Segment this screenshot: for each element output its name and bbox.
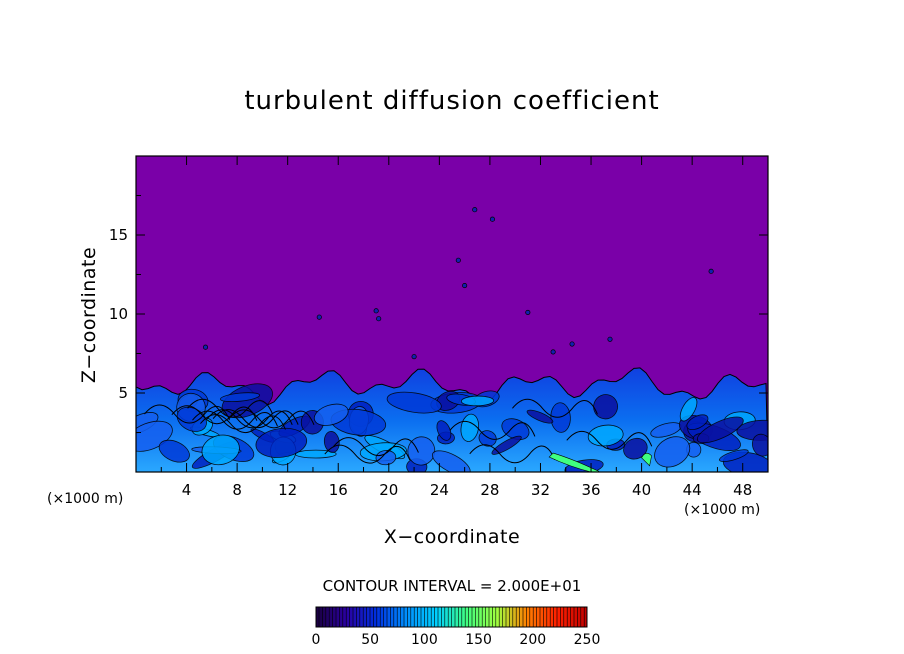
contour-spot <box>373 308 379 314</box>
contour-spot <box>376 316 382 322</box>
eddy-contour <box>526 409 554 424</box>
contour-spot <box>455 257 461 263</box>
contour-interval-label: CONTOUR INTERVAL = 2.000E+01 <box>322 577 582 595</box>
eddy-contour <box>679 397 698 422</box>
colorbar-tick-label: 150 <box>465 632 492 648</box>
eddy-contour <box>431 450 471 472</box>
x-tick-label: 48 <box>733 481 753 499</box>
contour-line <box>200 414 286 434</box>
contour-spot <box>202 344 209 350</box>
plot-content <box>136 156 768 472</box>
contour-line <box>192 410 278 430</box>
axes <box>135 155 769 473</box>
contour-spot <box>525 309 531 315</box>
contour-line <box>512 398 598 418</box>
eddy-contour <box>386 391 442 414</box>
contour-spot <box>489 216 495 222</box>
x-tick-label: 16 <box>328 481 348 499</box>
contour-line <box>212 409 299 429</box>
contour-spot <box>411 354 417 360</box>
colorbar-tick-label: 100 <box>411 632 438 648</box>
contour-spot <box>462 283 468 289</box>
y-tick-label: 10 <box>108 305 128 323</box>
contour-line <box>324 444 411 464</box>
contour-line <box>171 405 258 425</box>
x-tick-label: 32 <box>530 481 551 499</box>
chart-title: turbulent diffusion coefficient <box>244 86 660 116</box>
eddy-contour <box>593 394 618 420</box>
x-tick-label: 4 <box>181 481 192 499</box>
eddy-contour <box>313 403 349 426</box>
eddy-contour <box>751 433 768 457</box>
eddy-contour <box>436 420 452 441</box>
x-tick-label: 44 <box>682 481 702 499</box>
eddy-contour <box>158 439 190 463</box>
eddy-contour <box>460 395 495 407</box>
contour-line <box>228 409 315 429</box>
eddy-contour <box>719 449 749 462</box>
y-tick-label: 15 <box>108 226 128 244</box>
x-tick-label: 12 <box>278 481 298 499</box>
contour-spot <box>708 268 714 274</box>
colorbar-tick-label: 50 <box>361 632 380 648</box>
eddy-contour <box>201 434 240 466</box>
eddy-contour <box>491 435 522 455</box>
contour-line <box>449 420 536 440</box>
x-unit-label-right: (×1000 m) <box>684 502 761 518</box>
colorbar <box>315 606 588 628</box>
x-tick-label: 24 <box>429 481 449 499</box>
x-axis-label: X−coordinate <box>383 526 521 548</box>
eddy-contour <box>375 450 397 466</box>
x-tick-label: 40 <box>632 481 652 499</box>
high-value-patch <box>548 452 601 472</box>
eddy-contour <box>654 436 691 468</box>
eddy-contour <box>219 392 261 403</box>
colorbar-tick-label: 200 <box>519 632 547 648</box>
eddy-contour <box>623 437 648 460</box>
x-tick-label: 36 <box>581 481 601 499</box>
contour-spot <box>316 314 322 320</box>
y-axis-label: Z−coordinate <box>78 246 100 384</box>
eddy-contour <box>696 416 744 444</box>
contour-spot <box>607 336 613 342</box>
x-unit-label-left: (×1000 m) <box>47 491 124 507</box>
colorbar-tick-label: 0 <box>311 632 321 648</box>
contour-spot <box>472 207 478 213</box>
y-tick-label: 5 <box>118 384 128 402</box>
contour-line <box>187 398 274 418</box>
contour-line <box>566 430 653 450</box>
contour-spot <box>550 349 556 355</box>
x-tick-label: 28 <box>480 481 500 499</box>
contour-line <box>469 444 556 464</box>
high-value-patch <box>641 452 652 467</box>
eddy-contour <box>255 427 308 458</box>
contour-line <box>333 437 419 457</box>
colorbar-tick-label: 250 <box>573 632 601 648</box>
eddy-contour <box>686 414 709 431</box>
x-tick-label: 20 <box>379 481 399 499</box>
contour-spot <box>569 341 575 347</box>
contour-line <box>144 404 230 424</box>
contour-line <box>206 409 293 429</box>
x-tick-label: 8 <box>232 481 242 499</box>
